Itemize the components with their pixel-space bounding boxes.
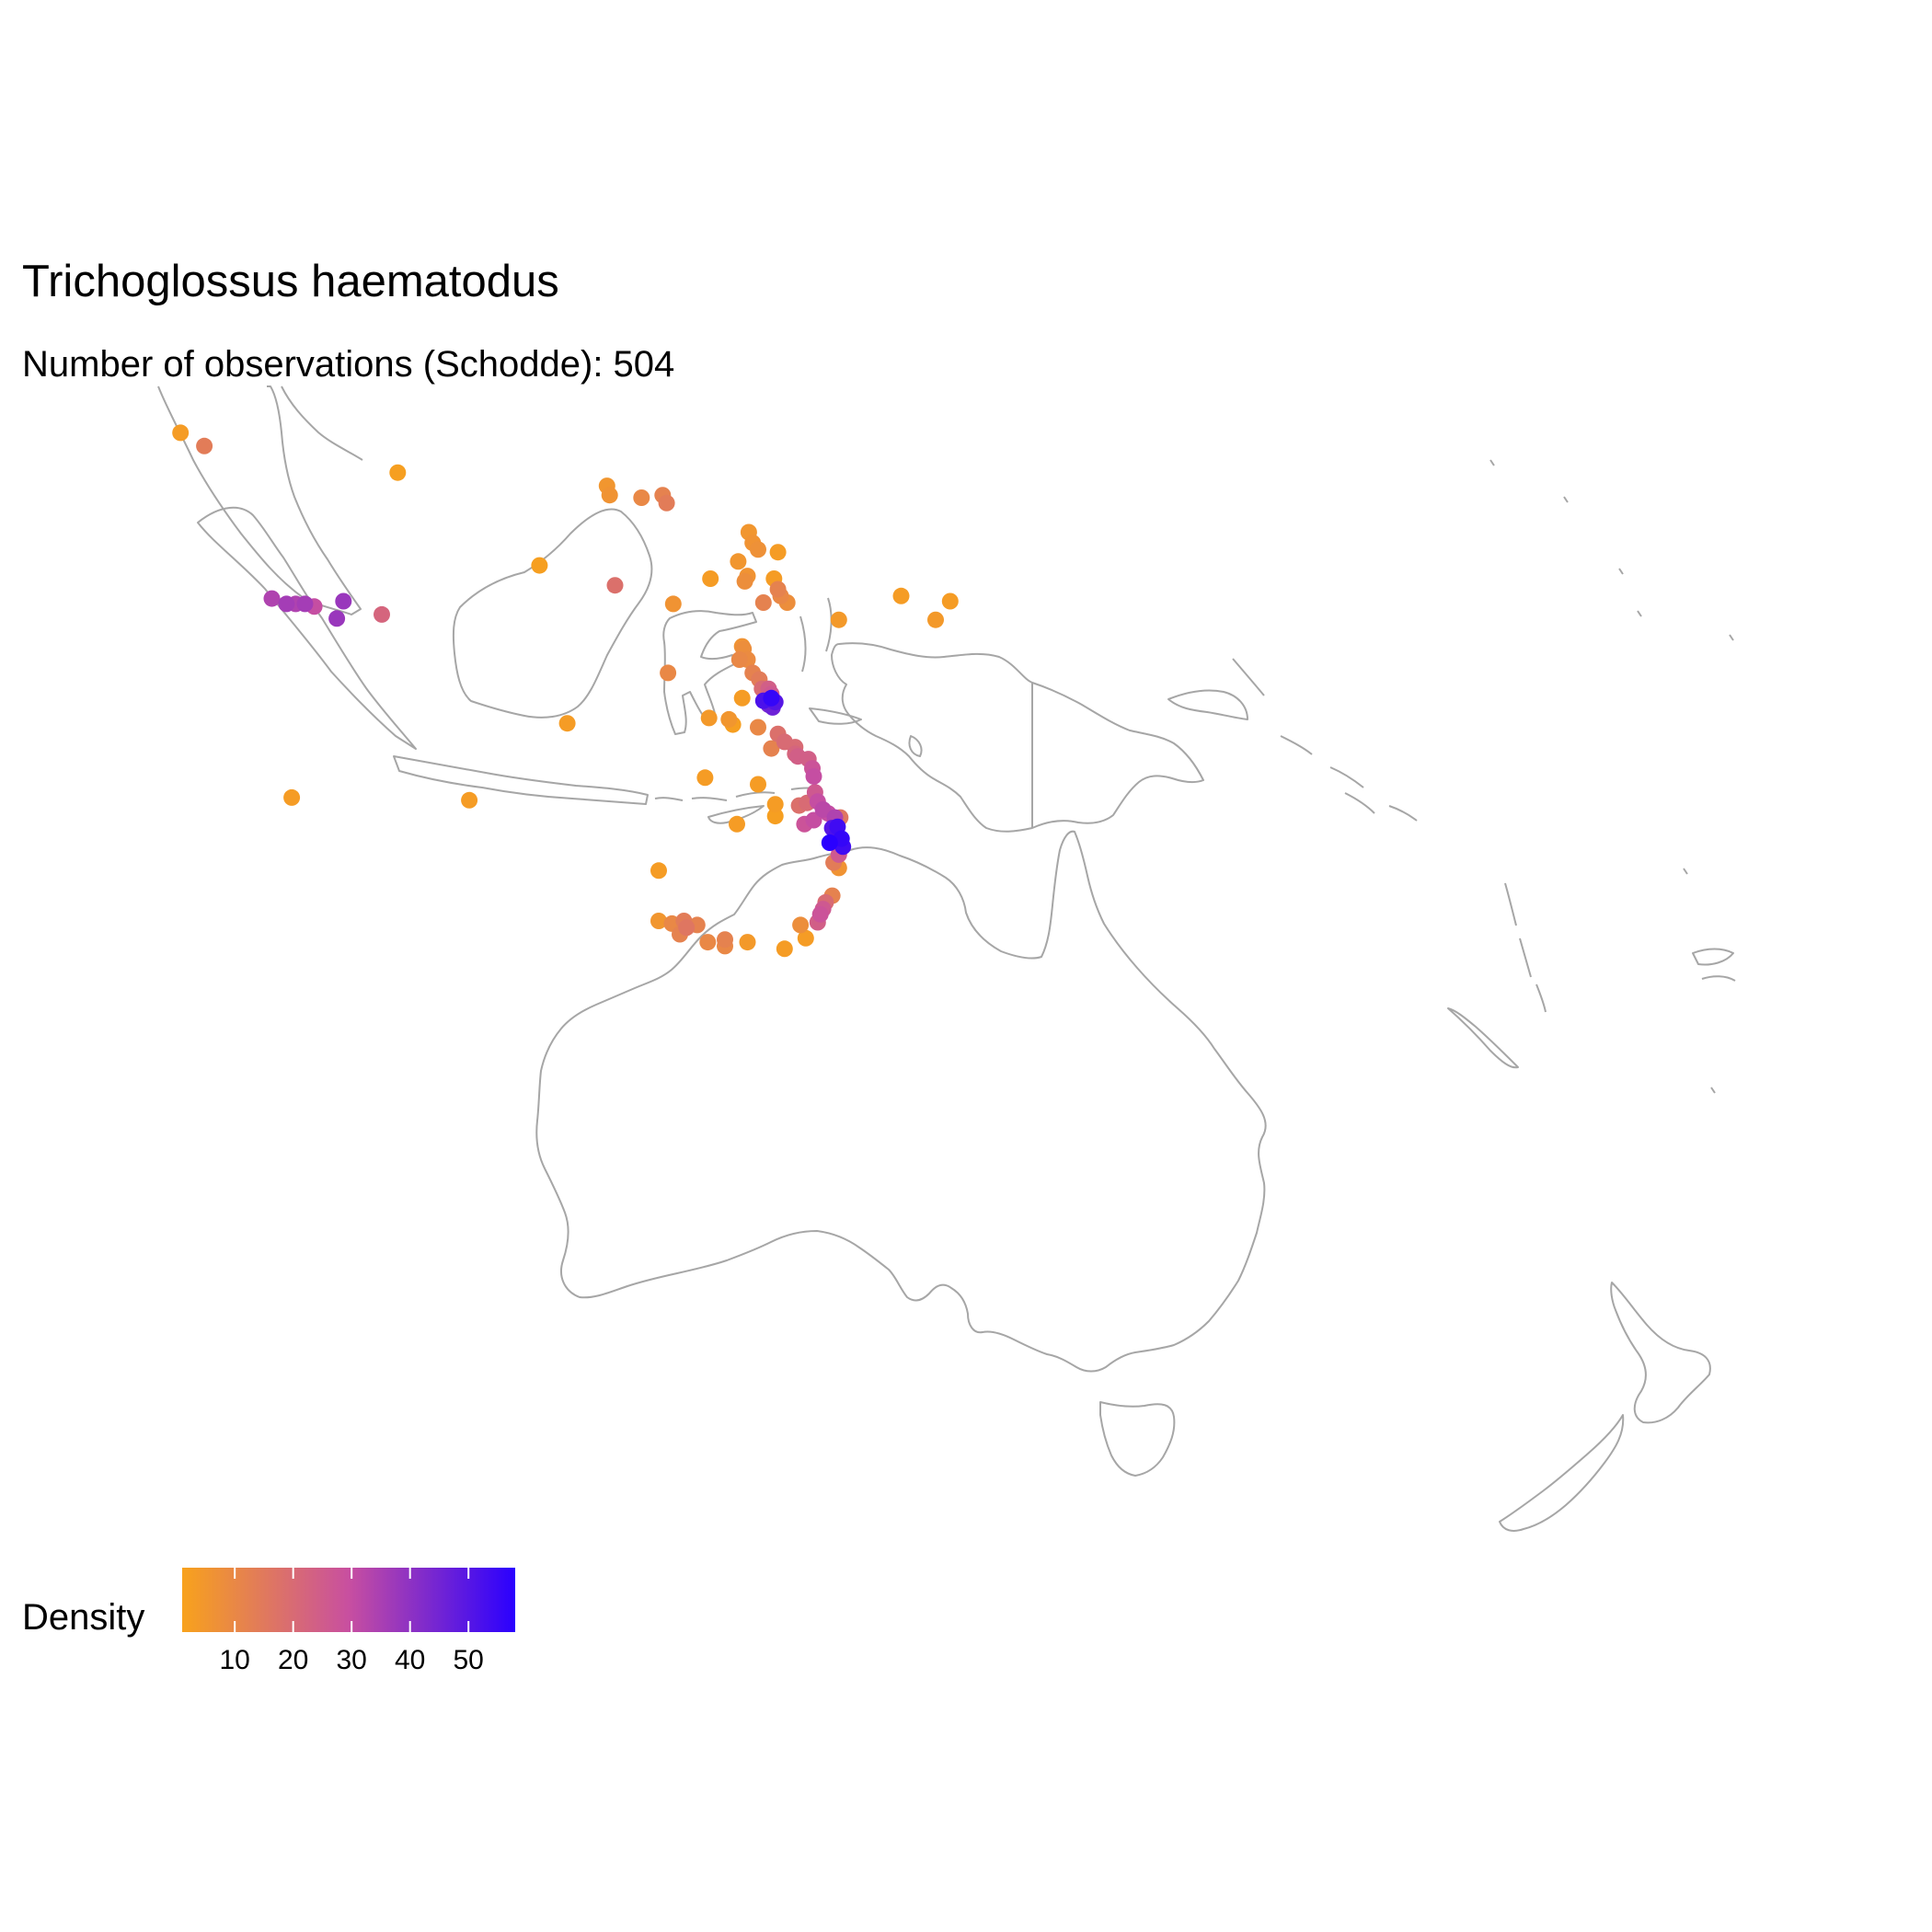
observation-point [754, 594, 772, 611]
observation-point [739, 934, 756, 951]
observation-point [750, 719, 766, 736]
observation-point [736, 572, 753, 590]
observation-point [278, 595, 295, 613]
moluccas-outline [799, 597, 923, 757]
observation-points [172, 424, 959, 958]
legend-ticks [234, 1568, 470, 1632]
australia-outline [535, 830, 1267, 1373]
observation-point [750, 541, 766, 558]
observation-point [650, 862, 667, 880]
chart-subtitle: Number of observations (Schodde): 504 [22, 344, 675, 385]
new-zealand-outline [1499, 1282, 1711, 1532]
observation-point [558, 715, 576, 732]
observation-point [750, 776, 766, 793]
observation-point [892, 587, 910, 604]
lesser-sunda-outline [654, 787, 823, 824]
observation-point [660, 664, 677, 682]
observation-point [729, 815, 745, 833]
observation-point [805, 767, 822, 785]
borneo-outline [452, 508, 653, 719]
vanuatu-outline [1504, 882, 1547, 1013]
legend-colorbar [182, 1568, 515, 1632]
observation-point [821, 834, 838, 851]
legend-tick-label: 40 [394, 1645, 426, 1675]
legend-tick-label: 10 [219, 1645, 250, 1675]
new-guinea-outline [831, 642, 1204, 833]
tasmania-outline [1099, 1401, 1176, 1477]
observation-point [769, 581, 787, 598]
pacific-islets-outline [1489, 459, 1734, 1094]
observation-point [792, 916, 810, 934]
observation-point [797, 929, 814, 947]
observation-point [763, 689, 780, 707]
mainland-sea-outline [157, 385, 363, 615]
observation-point [814, 800, 832, 818]
observation-point [263, 590, 281, 607]
observation-point [658, 494, 675, 512]
sulawesi-outline [662, 610, 757, 735]
observation-point [700, 709, 718, 727]
observation-point [196, 437, 213, 454]
observation-point [805, 811, 822, 829]
observation-point [733, 689, 751, 707]
observation-point [769, 544, 787, 561]
observation-point [374, 605, 390, 623]
observation-point [941, 592, 959, 610]
observation-point [531, 557, 548, 574]
legend-tick-label: 50 [453, 1645, 484, 1675]
observation-point [650, 913, 667, 929]
observation-point [283, 788, 301, 806]
observation-point [172, 424, 190, 442]
observation-point [763, 740, 780, 757]
observation-point [699, 934, 717, 951]
observation-point [766, 796, 784, 813]
observation-point [702, 570, 719, 587]
solomon-islands-outline [1280, 735, 1418, 822]
observation-point [830, 611, 847, 628]
legend-title: Density [22, 1597, 145, 1638]
observation-point [720, 710, 738, 728]
observation-point [811, 905, 829, 923]
chart-title: Trichoglossus haematodus [22, 257, 559, 306]
observation-point [678, 919, 696, 937]
new-britain-outline [1167, 658, 1265, 720]
observation-point [633, 489, 650, 506]
observation-point [328, 610, 346, 627]
coastlines [157, 385, 1736, 1532]
observation-point [389, 464, 407, 481]
observation-point [927, 611, 944, 628]
new-caledonia-outline [1447, 1007, 1519, 1069]
sumatra-outline [197, 506, 417, 750]
observation-point [461, 791, 478, 809]
observation-point [335, 592, 352, 610]
observation-point [776, 940, 793, 958]
legend-tick-label: 20 [277, 1645, 309, 1675]
observation-point [766, 808, 784, 825]
java-outline [393, 755, 649, 805]
observation-point [606, 577, 624, 594]
observation-point [296, 595, 314, 613]
fiji-outline [1692, 948, 1736, 982]
observation-point [664, 595, 682, 613]
observation-point [696, 769, 714, 787]
observation-point [717, 931, 733, 949]
observation-point [730, 651, 748, 668]
observation-point [601, 487, 618, 504]
legend-tick-label: 30 [336, 1645, 367, 1675]
observation-point [730, 553, 747, 570]
